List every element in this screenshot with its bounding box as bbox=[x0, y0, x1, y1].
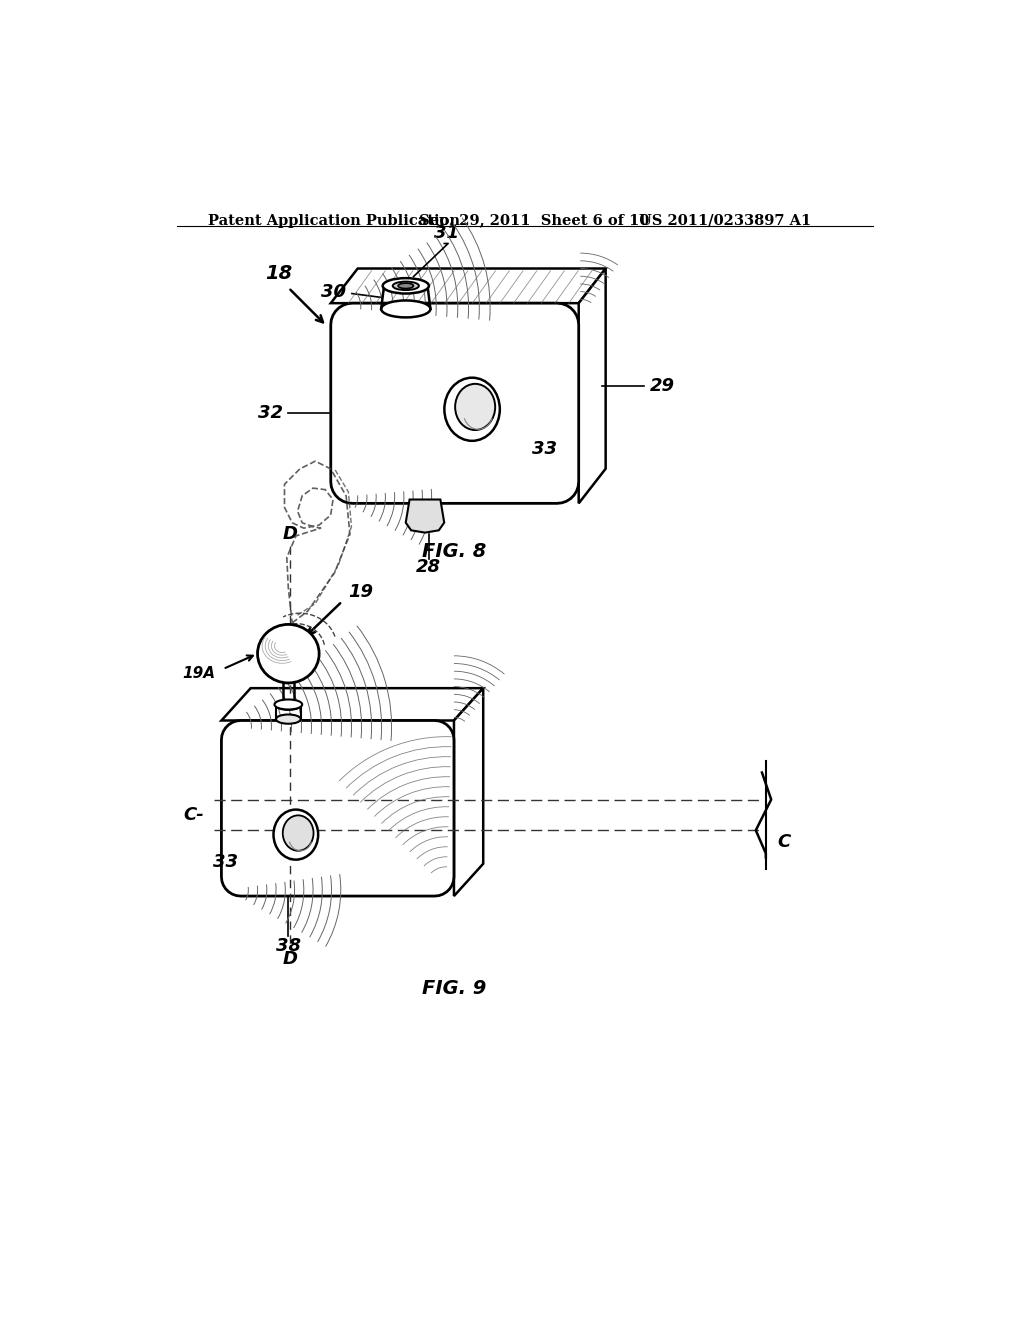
Text: 19A: 19A bbox=[182, 667, 215, 681]
Text: 30: 30 bbox=[321, 282, 346, 301]
Ellipse shape bbox=[276, 714, 301, 723]
Polygon shape bbox=[331, 304, 579, 503]
Polygon shape bbox=[221, 688, 483, 721]
Ellipse shape bbox=[276, 701, 301, 710]
Text: FIG. 9: FIG. 9 bbox=[422, 979, 486, 998]
Text: 19: 19 bbox=[348, 583, 374, 601]
Text: 33: 33 bbox=[532, 441, 557, 458]
Text: 18: 18 bbox=[265, 264, 292, 284]
Text: 33: 33 bbox=[213, 853, 239, 871]
Text: FIG. 8: FIG. 8 bbox=[422, 541, 486, 561]
Ellipse shape bbox=[392, 281, 419, 290]
Polygon shape bbox=[406, 499, 444, 533]
Text: 31: 31 bbox=[434, 224, 459, 243]
Ellipse shape bbox=[381, 301, 430, 317]
Ellipse shape bbox=[257, 624, 319, 682]
Text: C: C bbox=[777, 833, 791, 851]
Text: D: D bbox=[283, 525, 297, 543]
Polygon shape bbox=[331, 268, 605, 304]
Text: Sep. 29, 2011  Sheet 6 of 10: Sep. 29, 2011 Sheet 6 of 10 bbox=[419, 214, 649, 228]
Ellipse shape bbox=[283, 816, 313, 851]
Polygon shape bbox=[579, 268, 605, 503]
Text: 28: 28 bbox=[417, 557, 441, 576]
Ellipse shape bbox=[274, 700, 302, 709]
Ellipse shape bbox=[455, 384, 496, 430]
Text: 29: 29 bbox=[650, 378, 675, 395]
Ellipse shape bbox=[398, 284, 414, 289]
Ellipse shape bbox=[383, 279, 429, 293]
Text: Patent Application Publication: Patent Application Publication bbox=[208, 214, 460, 228]
Polygon shape bbox=[454, 688, 483, 896]
Text: 32: 32 bbox=[258, 404, 283, 422]
Text: D: D bbox=[283, 950, 297, 968]
Ellipse shape bbox=[273, 809, 318, 859]
Ellipse shape bbox=[283, 676, 294, 681]
Text: 38: 38 bbox=[275, 937, 301, 956]
Text: C-: C- bbox=[183, 807, 205, 824]
Polygon shape bbox=[221, 721, 454, 896]
Ellipse shape bbox=[444, 378, 500, 441]
Text: US 2011/0233897 A1: US 2011/0233897 A1 bbox=[639, 214, 811, 228]
